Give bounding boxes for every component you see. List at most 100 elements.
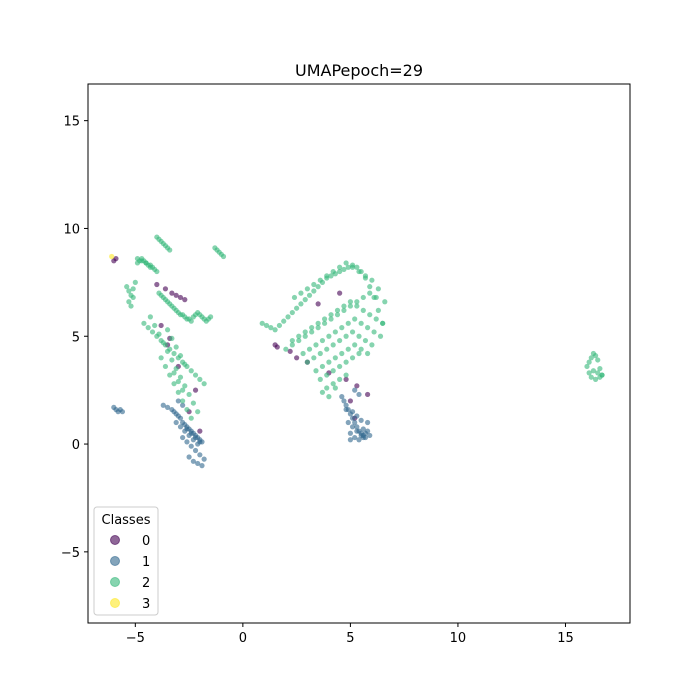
point-class-2: [197, 376, 203, 382]
point-class-2: [343, 372, 349, 378]
legend-box: [93, 506, 159, 616]
point-class-2: [220, 253, 227, 260]
legend-label-2: 2: [142, 576, 150, 591]
point-class-2: [298, 301, 304, 307]
point-class-1: [177, 424, 184, 430]
point-class-2: [160, 340, 166, 346]
point-class-1: [341, 398, 347, 404]
point-class-2: [304, 286, 310, 292]
point-class-2: [341, 266, 347, 273]
point-class-2: [337, 363, 343, 370]
point-class-2: [356, 333, 362, 339]
point-class-2: [367, 290, 373, 296]
point-class-2: [345, 320, 351, 326]
legend-marker-2: [110, 577, 120, 587]
point-class-1: [180, 434, 186, 441]
point-class-2: [156, 331, 162, 337]
point-class-2: [309, 325, 315, 331]
point-class-2: [597, 365, 603, 372]
point-class-0: [274, 344, 280, 350]
point-class-2: [188, 318, 194, 324]
point-class-1: [347, 430, 353, 436]
x-tick-label: 5: [346, 631, 354, 646]
chart-title: UMAPepoch=29: [295, 61, 423, 80]
point-class-2: [367, 284, 373, 290]
point-class-2: [263, 322, 270, 329]
point-class-2: [208, 314, 214, 320]
point-class-2: [317, 376, 323, 382]
point-class-0: [158, 322, 164, 329]
point-class-2: [319, 363, 326, 370]
point-class-2: [347, 299, 353, 305]
point-class-2: [289, 337, 295, 344]
point-class-1: [199, 463, 205, 469]
point-class-2: [354, 299, 360, 305]
x-tick-label: 15: [557, 631, 574, 646]
point-class-2: [311, 288, 317, 294]
point-class-2: [184, 406, 190, 413]
y-tick-label: 0: [72, 438, 80, 453]
point-class-2: [599, 372, 605, 378]
point-class-0: [154, 281, 160, 288]
point-class-1: [184, 439, 190, 445]
point-class-2: [352, 316, 358, 322]
point-class-2: [328, 273, 334, 279]
point-class-2: [319, 389, 326, 395]
y-tick-label: 10: [63, 222, 80, 237]
point-class-2: [328, 312, 334, 318]
point-class-2: [362, 273, 369, 279]
point-class-2: [315, 284, 321, 290]
point-class-2: [345, 346, 351, 352]
x-tick-label: 10: [450, 631, 467, 646]
point-class-2: [171, 350, 177, 357]
point-class-2: [173, 365, 179, 372]
point-class-2: [177, 374, 184, 380]
point-class-2: [180, 398, 186, 404]
point-class-2: [334, 312, 341, 318]
point-class-2: [145, 325, 151, 331]
point-class-2: [375, 286, 381, 292]
point-class-2: [341, 303, 347, 309]
point-class-2: [343, 333, 349, 339]
point-class-2: [592, 376, 599, 382]
point-class-0: [177, 294, 184, 301]
point-class-2: [175, 378, 181, 385]
point-class-1: [360, 434, 366, 441]
point-class-2: [324, 346, 330, 352]
point-class-0: [111, 258, 117, 264]
y-axis: −5 0 5 10 15: [61, 115, 88, 561]
point-class-1: [356, 391, 362, 398]
point-class-2: [345, 264, 351, 270]
point-class-2: [343, 260, 349, 266]
point-class-1: [356, 437, 362, 443]
point-class-2: [147, 314, 153, 320]
y-tick-label: 5: [72, 330, 80, 345]
point-class-2: [126, 299, 132, 305]
point-class-2: [306, 292, 313, 298]
point-class-2: [332, 329, 338, 335]
point-class-0: [337, 290, 343, 296]
point-class-2: [302, 329, 308, 335]
point-class-0: [173, 292, 179, 298]
point-class-2: [130, 294, 136, 301]
point-class-2: [367, 312, 373, 318]
point-class-1: [349, 409, 356, 415]
point-class-2: [152, 322, 158, 329]
point-class-0: [347, 398, 353, 404]
point-class-2: [134, 256, 141, 262]
point-class-2: [339, 350, 345, 357]
point-class-1: [188, 430, 194, 436]
point-class-2: [356, 350, 362, 357]
point-class-2: [332, 355, 338, 361]
point-class-2: [195, 409, 201, 415]
point-class-2: [592, 353, 599, 359]
point-class-2: [360, 294, 366, 301]
point-class-2: [371, 329, 377, 335]
x-tick-label: −5: [126, 631, 145, 646]
point-class-2: [302, 333, 308, 339]
point-class-2: [289, 342, 295, 348]
legend-label-0: 0: [142, 534, 150, 549]
point-class-2: [349, 264, 356, 270]
point-class-2: [373, 294, 379, 301]
